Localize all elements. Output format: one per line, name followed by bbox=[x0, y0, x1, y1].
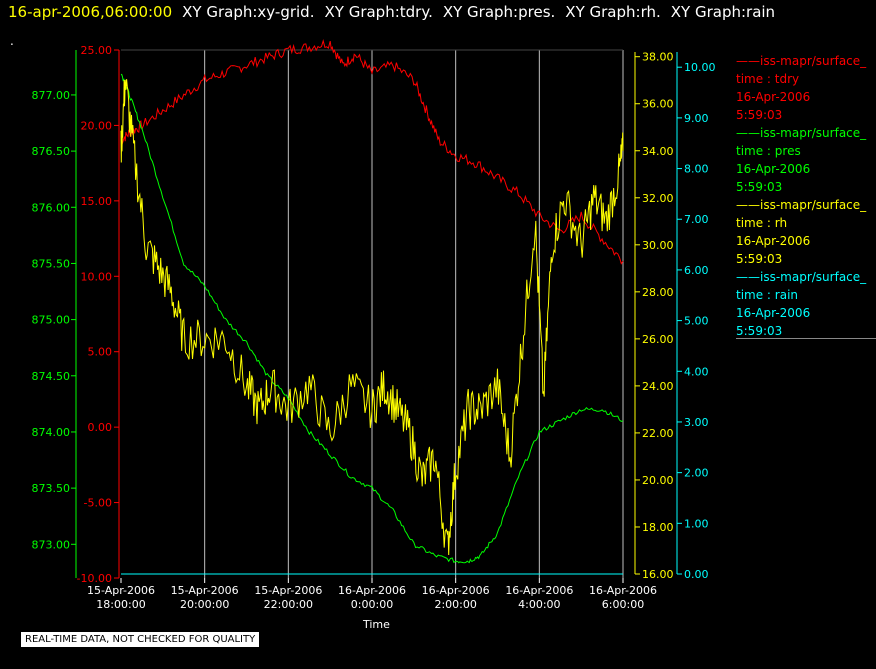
rain-axis-tick-label: 9.00 bbox=[684, 112, 709, 125]
rh-axis-tick-label: 36.00 bbox=[642, 98, 674, 111]
x-tick-label-time: 0:00:00 bbox=[351, 598, 393, 611]
rain-axis-tick-label: 3.00 bbox=[684, 416, 709, 429]
tdry-axis-tick-label: 25.00 bbox=[81, 44, 113, 57]
rh-axis-tick-label: 16.00 bbox=[642, 568, 674, 581]
rh-axis-tick-label: 18.00 bbox=[642, 521, 674, 534]
series-line-pres bbox=[120, 73, 624, 564]
x-tick-label-date: 16-Apr-2006 bbox=[505, 584, 573, 597]
legend-date: 16-Apr-2006 bbox=[736, 306, 811, 320]
x-tick-label-time: 22:00:00 bbox=[264, 598, 313, 611]
rh-axis-tick-label: 22.00 bbox=[642, 427, 674, 440]
legend-entry-tdry: ——iss-mapr/surface_ time : tdry 16-Apr-2… bbox=[736, 52, 876, 124]
rain-axis-tick-label: 2.00 bbox=[684, 467, 709, 480]
rain-axis-tick-label: 5.00 bbox=[684, 315, 709, 328]
legend-time: 5:59:03 bbox=[736, 324, 783, 338]
tdry-axis-tick-label: 15.00 bbox=[81, 195, 113, 208]
rain-axis-tick-label: 4.00 bbox=[684, 365, 709, 378]
tdry-axis-tick-label: 0.00 bbox=[88, 421, 113, 434]
x-tick-label-date: 16-Apr-2006 bbox=[589, 584, 657, 597]
legend-series-name: ——iss-mapr/surface_ bbox=[736, 54, 867, 68]
legend-var: time : rain bbox=[736, 288, 799, 302]
x-tick-label-time: 2:00:00 bbox=[434, 598, 476, 611]
title-bar: 16-apr-2006,06:00:00 XY Graph:xy-grid. XY … bbox=[8, 3, 775, 21]
series-line-rh bbox=[120, 79, 624, 556]
pres-axis-tick-label: 877.00 bbox=[32, 89, 71, 102]
graph-name-1: XY Graph:tdry. bbox=[324, 3, 433, 21]
legend-entry-rain: ——iss-mapr/surface_ time : rain 16-Apr-2… bbox=[736, 268, 876, 340]
rain-axis-tick-label: 7.00 bbox=[684, 213, 709, 226]
legend-var: time : tdry bbox=[736, 72, 800, 86]
pres-axis-tick-label: 876.50 bbox=[32, 145, 71, 158]
legend-date: 16-Apr-2006 bbox=[736, 90, 811, 104]
x-tick-label-date: 15-Apr-2006 bbox=[171, 584, 239, 597]
tdry-axis-tick-label: 20.00 bbox=[81, 119, 113, 132]
rh-axis-tick-label: 24.00 bbox=[642, 380, 674, 393]
rh-axis-tick-label: 20.00 bbox=[642, 474, 674, 487]
graph-name-0: XY Graph:xy-grid. bbox=[182, 3, 315, 21]
x-tick-label-date: 15-Apr-2006 bbox=[87, 584, 155, 597]
pres-axis-tick-label: 876.00 bbox=[32, 201, 71, 214]
graph-name-2: XY Graph:pres. bbox=[442, 3, 556, 21]
rh-axis-tick-label: 32.00 bbox=[642, 192, 674, 205]
graph-name-4: XY Graph:rain bbox=[670, 3, 776, 21]
legend-series-name: ——iss-mapr/surface_ bbox=[736, 198, 867, 212]
legend-date: 16-Apr-2006 bbox=[736, 234, 811, 248]
x-tick-label-time: 18:00:00 bbox=[96, 598, 145, 611]
rain-axis-tick-label: 8.00 bbox=[684, 163, 709, 176]
series-line-tdry bbox=[120, 39, 624, 265]
rh-axis-tick-label: 30.00 bbox=[642, 239, 674, 252]
tdry-axis-tick-label: 10.00 bbox=[81, 270, 113, 283]
x-tick-label-time: 20:00:00 bbox=[180, 598, 229, 611]
x-tick-label-time: 4:00:00 bbox=[518, 598, 560, 611]
pres-axis-tick-label: 873.00 bbox=[32, 538, 71, 551]
rh-axis-tick-label: 28.00 bbox=[642, 286, 674, 299]
x-axis-label: Time bbox=[363, 618, 390, 631]
legend-var: time : pres bbox=[736, 144, 801, 158]
x-tick-label-date: 16-Apr-2006 bbox=[422, 584, 490, 597]
pres-axis-tick-label: 874.50 bbox=[32, 370, 71, 383]
rh-axis-tick-label: 38.00 bbox=[642, 51, 674, 64]
rain-axis-tick-label: 0.00 bbox=[684, 568, 709, 581]
legend-date: 16-Apr-2006 bbox=[736, 162, 811, 176]
graph-name-3: XY Graph:rh. bbox=[565, 3, 661, 21]
status-dot: . bbox=[10, 34, 14, 48]
legend-entry-rh: ——iss-mapr/surface_ time : rh 16-Apr-200… bbox=[736, 196, 876, 268]
legend-series-name: ——iss-mapr/surface_ bbox=[736, 270, 867, 284]
rh-axis-tick-label: 26.00 bbox=[642, 333, 674, 346]
legend-var: time : rh bbox=[736, 216, 788, 230]
timestamp: 16-apr-2006,06:00:00 bbox=[8, 3, 173, 21]
legend-bottom-rule bbox=[736, 338, 876, 340]
legend-time: 5:59:03 bbox=[736, 180, 783, 194]
quality-notice: REAL-TIME DATA, NOT CHECKED FOR QUALITY bbox=[20, 631, 261, 648]
rain-axis-tick-label: 6.00 bbox=[684, 264, 709, 277]
tdry-axis-tick-label: 5.00 bbox=[88, 346, 113, 359]
legend-series-name: ——iss-mapr/surface_ bbox=[736, 126, 867, 140]
rh-axis-tick-label: 34.00 bbox=[642, 145, 674, 158]
x-tick-label-date: 15-Apr-2006 bbox=[254, 584, 322, 597]
pres-axis-tick-label: 873.50 bbox=[32, 482, 71, 495]
tdry-axis-tick-label: -5.00 bbox=[84, 497, 112, 510]
x-tick-label-time: 6:00:00 bbox=[602, 598, 644, 611]
rain-axis-tick-label: 1.00 bbox=[684, 517, 709, 530]
x-tick-label-date: 16-Apr-2006 bbox=[338, 584, 406, 597]
legend-time: 5:59:03 bbox=[736, 252, 783, 266]
tdry-axis-tick-label: -10.00 bbox=[77, 572, 112, 585]
legend-entry-pres: ——iss-mapr/surface_ time : pres 16-Apr-2… bbox=[736, 124, 876, 196]
rain-axis-tick-label: 10.00 bbox=[684, 61, 716, 74]
pres-axis-tick-label: 875.50 bbox=[32, 257, 71, 270]
legend-time: 5:59:03 bbox=[736, 108, 783, 122]
pres-axis-tick-label: 874.00 bbox=[32, 426, 71, 439]
pres-axis-tick-label: 875.00 bbox=[32, 314, 71, 327]
